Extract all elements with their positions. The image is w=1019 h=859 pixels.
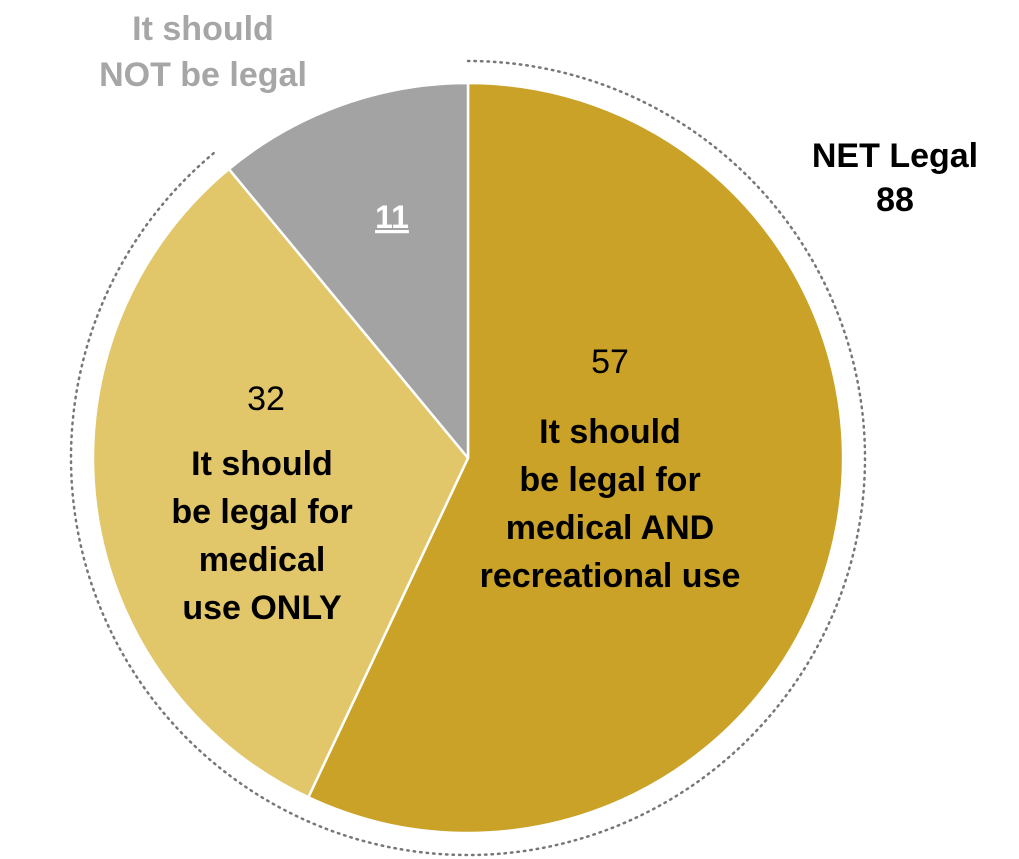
slice-value-label: 32 (247, 380, 285, 418)
slice-category-label-line: It should (191, 445, 333, 483)
slice-category-label-line: It should (539, 413, 681, 451)
net-legal-annotation: NET Legal 88 (812, 137, 978, 219)
slice-category-label-line: recreational use (480, 557, 741, 595)
slice-value-label: 11 (375, 199, 409, 235)
slice-category-label-line: NOT be legal (99, 56, 307, 94)
net-legal-bracket-arc (69, 59, 867, 857)
slice-category-label-line: medical AND (506, 509, 714, 547)
slice-category-label-line: be legal for (519, 461, 700, 499)
slice-value-label: 57 (591, 343, 629, 381)
slice-category-label-line: be legal for (171, 493, 352, 531)
net-legal-value: 88 (876, 181, 914, 219)
pie-slice-it-should-not-be-legal (227, 81, 470, 460)
pie-slices (91, 81, 845, 835)
slice-category-label-line: use ONLY (182, 589, 342, 627)
net-legal-label: NET Legal (812, 137, 978, 175)
pie-slice-it-should-be-legal-for-medical-and-recreational-use (307, 81, 845, 835)
slice-category-label-line: medical (199, 541, 326, 579)
slice-labels: 57 It should be legal for medical AND recrea… (99, 10, 740, 627)
pie-slice-it-should-be-legal-for-medical-use-only (91, 167, 470, 799)
slice-category-label-line: It should (132, 10, 274, 48)
